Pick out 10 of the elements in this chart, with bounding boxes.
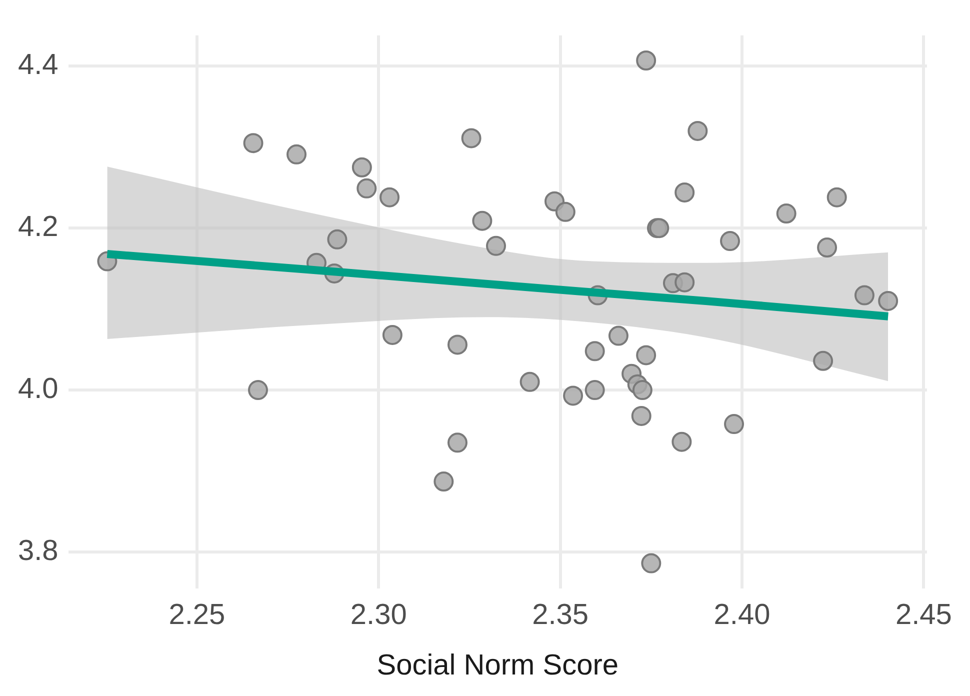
y-tick-label: 3.8 (18, 534, 58, 567)
x-tick-label: 2.30 (350, 598, 407, 631)
x-tick-label: 2.45 (895, 598, 952, 631)
x-tick-label: 2.40 (714, 598, 770, 631)
x-axis-title: Social Norm Score (376, 650, 619, 682)
y-tick-label: 4.0 (18, 373, 58, 406)
x-tick-label: 2.35 (532, 598, 589, 631)
y-tick-label: 4.2 (18, 211, 58, 244)
x-tick-label: 2.25 (168, 598, 226, 631)
y-tick-label: 4.4 (18, 49, 58, 82)
